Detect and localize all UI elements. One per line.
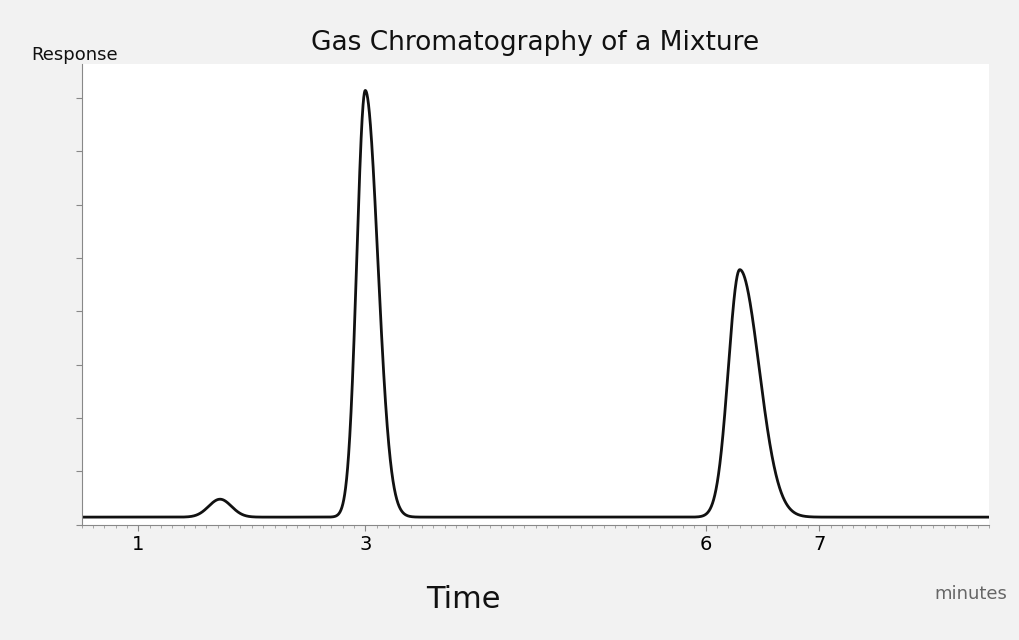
Text: minutes: minutes <box>933 585 1007 603</box>
Title: Gas Chromatography of a Mixture: Gas Chromatography of a Mixture <box>311 30 759 56</box>
Text: Response: Response <box>32 45 118 63</box>
Text: Time: Time <box>425 585 499 614</box>
